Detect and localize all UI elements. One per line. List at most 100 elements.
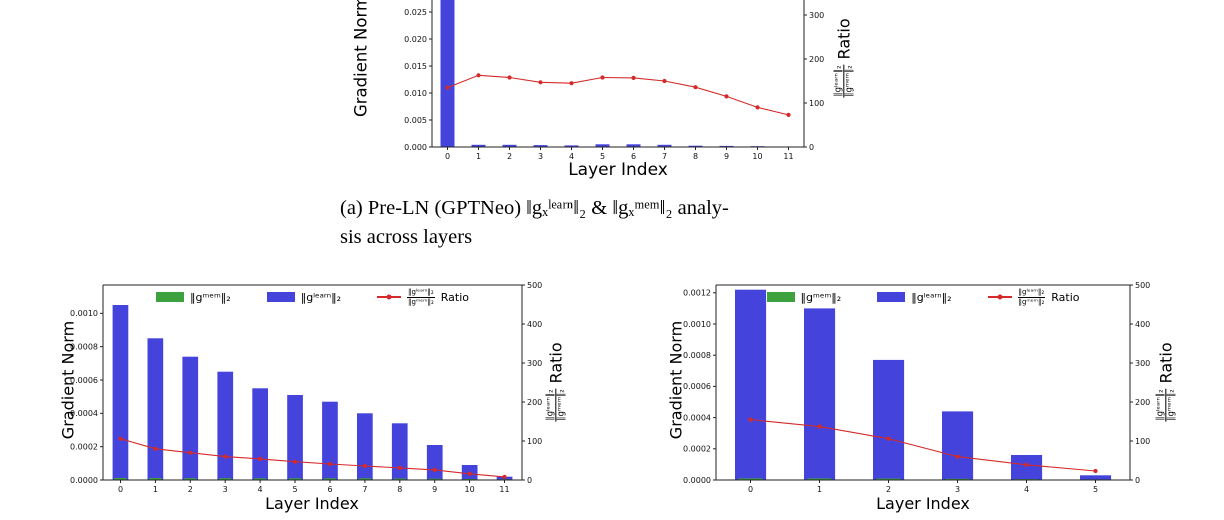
legend-item-glearn: ‖gˡᵉᵃʳⁿ‖₂ xyxy=(266,291,341,304)
svg-text:0.0010: 0.0010 xyxy=(683,320,711,329)
right-axis-label-ratio: ‖gˡᵉᵃʳⁿ‖₂ ‖gᵐᵉᵐ‖₂ Ratio xyxy=(545,342,567,422)
svg-text:11: 11 xyxy=(499,485,509,494)
x-axis-label: Layer Index xyxy=(265,494,359,513)
legend-item-ratio: ‖gˡᵉᵃʳⁿ‖₂ ‖gᵐᵉᵐ‖₂ Ratio xyxy=(987,288,1080,306)
svg-text:0.000: 0.000 xyxy=(404,143,427,152)
ratio-fraction-denominator: ‖gᵐᵉᵐ‖₂ xyxy=(1166,389,1177,421)
svg-text:0.0006: 0.0006 xyxy=(70,376,98,385)
ratio-fraction: ‖gˡᵉᵃʳⁿ‖₂ ‖gᵐᵉᵐ‖₂ xyxy=(407,288,435,306)
svg-text:0: 0 xyxy=(809,143,814,152)
y-axis-label-text: Gradient Norm xyxy=(58,320,78,440)
y-axis-label-gradient-norm: Gradient Norm xyxy=(352,0,371,117)
svg-text:0.015: 0.015 xyxy=(404,62,427,71)
svg-text:200: 200 xyxy=(1135,398,1150,407)
glearn-color-swatch xyxy=(266,292,295,302)
svg-text:9: 9 xyxy=(724,152,729,161)
svg-text:4: 4 xyxy=(258,485,263,494)
legend-item-ratio: ‖gˡᵉᵃʳⁿ‖₂ ‖gᵐᵉᵐ‖₂ Ratio xyxy=(377,288,469,306)
ratio-fraction-numerator: ‖gˡᵉᵃʳⁿ‖₂ xyxy=(407,288,435,298)
legend-item-gmem: ‖gᵐᵉᵐ‖₂ xyxy=(156,291,231,304)
svg-text:5: 5 xyxy=(1093,485,1098,494)
svg-text:11: 11 xyxy=(783,152,793,161)
ratio-dot-icon xyxy=(997,294,1003,300)
svg-text:4: 4 xyxy=(569,152,574,161)
ratio-word: Ratio xyxy=(834,18,854,60)
svg-text:500: 500 xyxy=(527,281,542,290)
svg-text:3: 3 xyxy=(223,485,228,494)
ratio-fraction-denominator: ‖gᵐᵉᵐ‖₂ xyxy=(1018,297,1045,306)
glearn-legend-label: ‖gˡᵉᵃʳⁿ‖₂ xyxy=(911,290,952,304)
chart-bottom-left-canvas: 0.00000.00020.00040.00060.00080.00100100… xyxy=(70,281,542,494)
ratio-fraction: ‖gˡᵉᵃʳⁿ‖₂ ‖gᵐᵉᵐ‖₂ xyxy=(545,388,567,422)
svg-text:2: 2 xyxy=(886,485,891,494)
x-axis-label: Layer Index xyxy=(876,494,970,513)
ratio-fraction-denominator: ‖gᵐᵉᵐ‖₂ xyxy=(407,297,434,306)
y-axis-label-gradient-norm: Gradient Norm xyxy=(667,321,686,439)
ratio-word: Ratio xyxy=(440,290,469,304)
ratio-word: Ratio xyxy=(546,342,566,384)
svg-text:3: 3 xyxy=(955,485,960,494)
svg-text:1: 1 xyxy=(476,152,481,161)
svg-text:8: 8 xyxy=(693,152,698,161)
svg-text:7: 7 xyxy=(662,152,667,161)
svg-text:0.010: 0.010 xyxy=(404,89,427,98)
legend: ‖gᵐᵉᵐ‖₂ ‖gˡᵉᵃʳⁿ‖₂ ‖gˡᵉᵃʳⁿ‖₂ ‖gᵐᵉᵐ‖₂ Rati… xyxy=(103,288,522,306)
svg-text:0.0004: 0.0004 xyxy=(683,413,711,422)
ratio-fraction-denominator: ‖gᵐᵉᵐ‖₂ xyxy=(556,389,567,421)
x-axis-label: Layer Index xyxy=(568,160,668,180)
svg-text:7: 7 xyxy=(362,485,367,494)
svg-text:0: 0 xyxy=(527,476,532,485)
y-axis-label-text: Gradient Norm xyxy=(666,320,686,440)
svg-text:300: 300 xyxy=(1135,359,1150,368)
chart-top-canvas: 0.0000.0050.0100.0150.0200.0250100200300… xyxy=(404,0,824,161)
svg-text:0: 0 xyxy=(748,485,753,494)
caption-line-1: (a) Pre-LN (GPTNeo) ‖gₓˡᵉᵃʳⁿ‖₂ & ‖gₓᵐᵉᵐ‖… xyxy=(340,197,729,219)
gmem-legend-label: ‖gᵐᵉᵐ‖₂ xyxy=(190,290,231,304)
svg-text:0.0002: 0.0002 xyxy=(70,442,98,451)
ratio-fraction-numerator: ‖gˡᵉᵃʳⁿ‖₂ xyxy=(833,64,845,98)
right-axis-label-ratio: ‖gˡᵉᵃʳⁿ‖₂ ‖gᵐᵉᵐ‖₂ Ratio xyxy=(1155,342,1177,422)
svg-text:400: 400 xyxy=(1135,320,1150,329)
svg-text:1: 1 xyxy=(817,485,822,494)
ratio-fraction: ‖gˡᵉᵃʳⁿ‖₂ ‖gᵐᵉᵐ‖₂ xyxy=(833,64,855,98)
ratio-fraction: ‖gˡᵉᵃʳⁿ‖₂ ‖gᵐᵉᵐ‖₂ xyxy=(1017,288,1046,306)
svg-text:200: 200 xyxy=(809,55,824,64)
svg-text:0: 0 xyxy=(118,485,123,494)
legend-item-gmem: ‖gᵐᵉᵐ‖₂ xyxy=(766,291,841,304)
svg-text:0.0000: 0.0000 xyxy=(70,476,98,485)
svg-text:3: 3 xyxy=(538,152,543,161)
ratio-fraction-numerator: ‖gˡᵉᵃʳⁿ‖₂ xyxy=(545,388,557,422)
svg-text:5: 5 xyxy=(292,485,297,494)
svg-text:4: 4 xyxy=(1024,485,1029,494)
svg-text:0.0006: 0.0006 xyxy=(683,382,711,391)
svg-text:9: 9 xyxy=(432,485,437,494)
svg-text:10: 10 xyxy=(465,485,475,494)
ratio-fraction: ‖gˡᵉᵃʳⁿ‖₂ ‖gᵐᵉᵐ‖₂ xyxy=(1155,388,1177,422)
ratio-word: Ratio xyxy=(1156,342,1176,384)
svg-text:0.0008: 0.0008 xyxy=(70,342,98,351)
ratio-dot-icon xyxy=(386,294,392,300)
ratio-line-icon xyxy=(377,294,402,300)
chart-bottom-right-canvas: 0.0000 0.0002 0.0004 0.0006 0.0008 0.0010 0.00… xyxy=(683,281,1150,494)
svg-text:100: 100 xyxy=(809,99,824,108)
svg-text:0.0002: 0.0002 xyxy=(683,445,711,454)
svg-text:5: 5 xyxy=(600,152,605,161)
svg-text:300: 300 xyxy=(809,11,824,20)
gmem-color-swatch xyxy=(766,292,795,302)
ratio-line-icon xyxy=(987,294,1012,300)
svg-text:0.005: 0.005 xyxy=(404,116,427,125)
ratio-fraction-numerator: ‖gˡᵉᵃʳⁿ‖₂ xyxy=(1155,388,1167,422)
svg-text:0: 0 xyxy=(445,152,450,161)
svg-text:0: 0 xyxy=(1135,476,1140,485)
right-axis-label-ratio: ‖gˡᵉᵃʳⁿ‖₂ ‖gᵐᵉᵐ‖₂ Ratio xyxy=(833,18,855,98)
ratio-fraction-numerator: ‖gˡᵉᵃʳⁿ‖₂ xyxy=(1017,288,1046,298)
svg-text:6: 6 xyxy=(631,152,636,161)
caption-line-2: sis across layers xyxy=(340,226,473,248)
svg-text:10: 10 xyxy=(752,152,762,161)
svg-text:500: 500 xyxy=(1135,281,1150,290)
svg-text:0.020: 0.020 xyxy=(404,35,427,44)
svg-text:8: 8 xyxy=(397,485,402,494)
svg-text:300: 300 xyxy=(527,359,542,368)
ratio-word: Ratio xyxy=(1051,290,1080,304)
